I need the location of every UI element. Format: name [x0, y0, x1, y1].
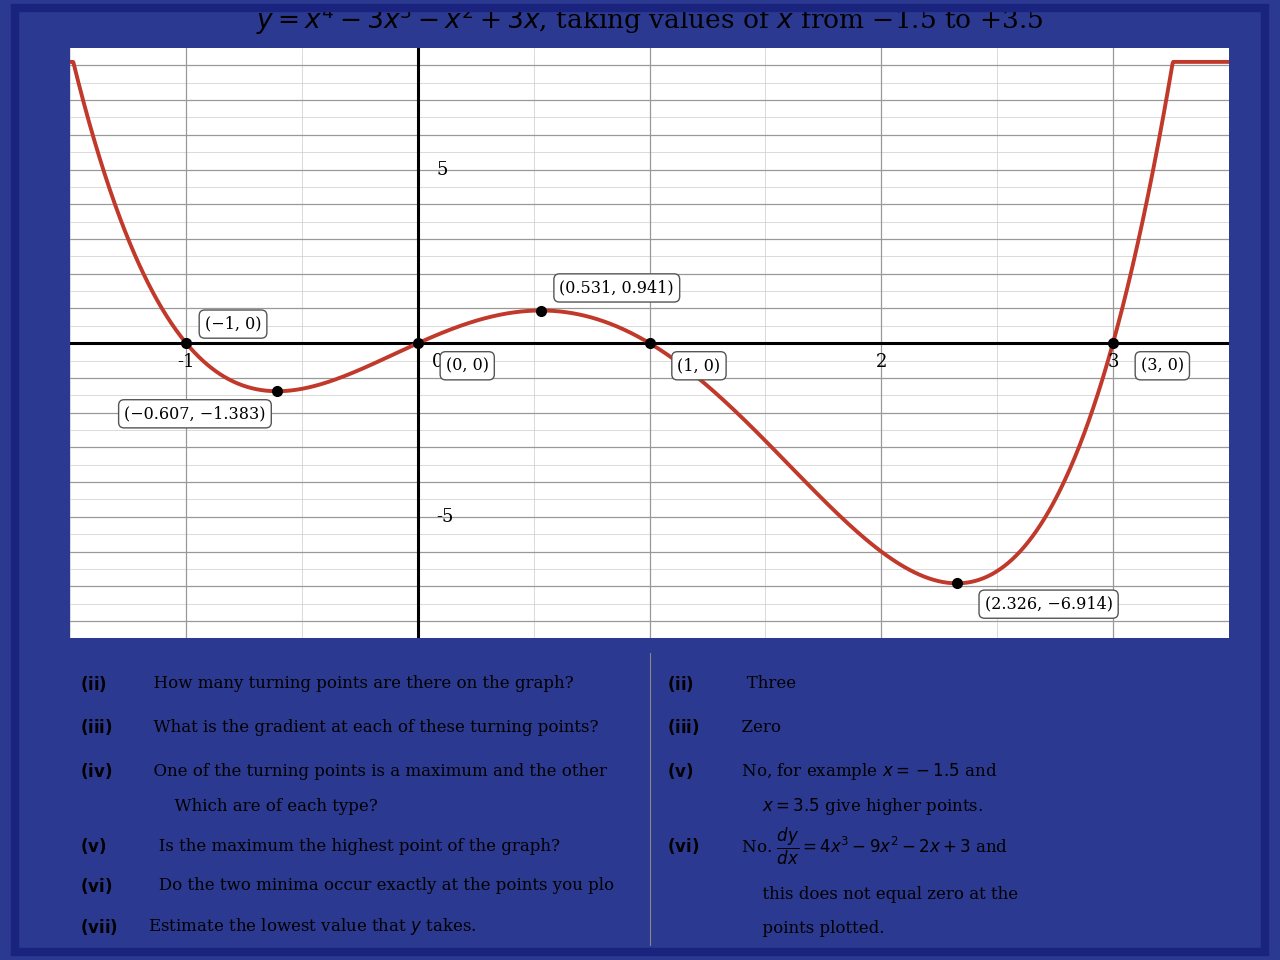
Text: No. $\dfrac{dy}{dx} = 4x^3 - 9x^2 - 2x + 3$ and: No. $\dfrac{dy}{dx} = 4x^3 - 9x^2 - 2x +… [731, 826, 1007, 867]
Text: (−1, 0): (−1, 0) [205, 316, 261, 332]
Text: $\mathbf{(iii)}$: $\mathbf{(iii)}$ [79, 717, 113, 737]
Text: $\mathbf{(v)}$: $\mathbf{(v)}$ [667, 761, 694, 781]
Text: 3: 3 [1107, 353, 1119, 371]
Text: points plotted.: points plotted. [731, 920, 884, 937]
Text: (0, 0): (0, 0) [445, 357, 489, 374]
Text: How many turning points are there on the graph?: How many turning points are there on the… [143, 675, 573, 692]
Text: Is the maximum the highest point of the graph?: Is the maximum the highest point of the … [143, 837, 561, 854]
Text: Which are of each type?: Which are of each type? [143, 798, 378, 815]
Text: Do the two minima occur exactly at the points you plo: Do the two minima occur exactly at the p… [143, 877, 614, 894]
Text: 0: 0 [431, 353, 443, 371]
Text: Three: Three [731, 675, 796, 692]
Text: $\mathbf{(v)}$: $\mathbf{(v)}$ [79, 836, 106, 856]
Text: this does not equal zero at the: this does not equal zero at the [731, 886, 1018, 902]
Text: $\mathbf{(vi)}$: $\mathbf{(vi)}$ [79, 876, 111, 896]
Text: Zero: Zero [731, 719, 781, 736]
Text: $\mathbf{(ii)}$: $\mathbf{(ii)}$ [667, 674, 694, 693]
Text: One of the turning points is a maximum and the other: One of the turning points is a maximum a… [143, 763, 608, 780]
Text: 2: 2 [876, 353, 887, 371]
Text: (0.531, 0.941): (0.531, 0.941) [559, 279, 675, 297]
Text: What is the gradient at each of these turning points?: What is the gradient at each of these tu… [143, 719, 599, 736]
Text: $\mathbf{(iv)}$: $\mathbf{(iv)}$ [79, 761, 111, 781]
Text: (−0.607, −1.383): (−0.607, −1.383) [124, 405, 266, 422]
Text: (1, 0): (1, 0) [677, 357, 721, 374]
Text: -1: -1 [178, 353, 195, 371]
Title: $y = x^4 - 3x^3 - x^2 + 3x$, taking values of $x$ from −1.5 to +3.5: $y = x^4 - 3x^3 - x^2 + 3x$, taking valu… [256, 2, 1043, 36]
Text: 5: 5 [436, 160, 448, 179]
Text: (3, 0): (3, 0) [1140, 357, 1184, 374]
Text: No, for example $x = -1.5$ and: No, for example $x = -1.5$ and [731, 761, 997, 781]
Text: -5: -5 [436, 508, 454, 526]
Text: $\mathbf{(ii)}$: $\mathbf{(ii)}$ [79, 674, 106, 693]
Text: $\mathbf{(vii)}$: $\mathbf{(vii)}$ [79, 917, 118, 937]
Text: $\mathbf{(iii)}$: $\mathbf{(iii)}$ [667, 717, 700, 737]
Text: $\mathbf{(vi)}$: $\mathbf{(vi)}$ [667, 836, 699, 856]
Text: (2.326, −6.914): (2.326, −6.914) [984, 595, 1112, 612]
Text: Estimate the lowest value that $y$ takes.: Estimate the lowest value that $y$ takes… [143, 916, 477, 937]
Text: $x = 3.5$ give higher points.: $x = 3.5$ give higher points. [731, 796, 983, 817]
